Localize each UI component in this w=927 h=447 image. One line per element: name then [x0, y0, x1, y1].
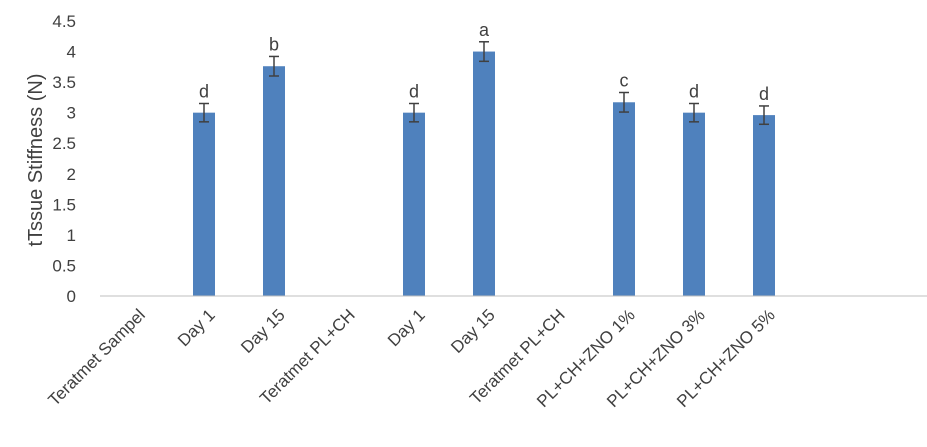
bar [193, 112, 215, 297]
bar [683, 112, 705, 297]
significance-label: b [269, 34, 279, 54]
y-tick-label: 3 [67, 104, 76, 123]
bar [613, 102, 635, 297]
significance-label: d [689, 82, 699, 102]
significance-label: d [759, 84, 769, 104]
x-tick-label: Day 1 [174, 305, 219, 350]
error-bar [269, 55, 279, 77]
y-axis-label: tTssue Stiffness (N) [25, 73, 47, 246]
error-bar [409, 102, 419, 123]
x-tick-label: Day 15 [237, 305, 289, 357]
error-bar [199, 102, 209, 123]
x-tick-label: Day 1 [384, 305, 429, 350]
error-bar [689, 102, 699, 123]
significance-label: a [479, 20, 490, 40]
y-tick-label: 0.5 [52, 256, 76, 275]
x-tick-label: Teratmet Sampel [45, 305, 149, 409]
y-tick-label: 1 [67, 226, 76, 245]
significance-labels-group: d b d a c d d [199, 20, 769, 104]
significance-label: d [199, 82, 209, 102]
error-bar [619, 91, 629, 113]
error-bar [479, 41, 489, 63]
y-axis-ticks: 0 0.5 1 1.5 2 2.5 3 3.5 4 4.5 [52, 12, 76, 306]
y-tick-label: 0 [67, 287, 76, 306]
y-tick-label: 1.5 [52, 195, 76, 214]
y-tick-label: 3.5 [52, 73, 76, 92]
error-bar [759, 105, 769, 126]
x-tick-label: Day 15 [447, 305, 499, 357]
error-bars-group [199, 41, 769, 126]
significance-label: d [409, 82, 419, 102]
bar [473, 51, 495, 296]
y-tick-label: 2 [67, 165, 76, 184]
bars-group [193, 51, 775, 297]
y-tick-label: 4 [67, 43, 76, 62]
y-tick-label: 2.5 [52, 134, 76, 153]
y-tick-label: 4.5 [52, 12, 76, 31]
bar [263, 66, 285, 296]
bar [753, 115, 775, 296]
bar [403, 112, 425, 297]
significance-label: c [620, 71, 629, 91]
